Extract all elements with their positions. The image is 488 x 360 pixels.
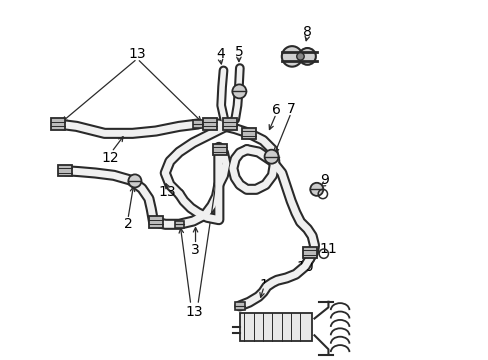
Text: 10: 10 bbox=[296, 260, 313, 274]
Bar bbox=[213, 144, 227, 155]
Bar bbox=[302, 247, 316, 258]
Text: 13: 13 bbox=[128, 47, 146, 61]
Bar bbox=[174, 221, 183, 228]
Text: 8: 8 bbox=[303, 25, 311, 39]
Bar bbox=[239, 313, 311, 341]
Text: 2: 2 bbox=[123, 217, 132, 231]
Text: 13: 13 bbox=[185, 305, 203, 319]
Circle shape bbox=[128, 174, 141, 188]
Circle shape bbox=[296, 53, 304, 60]
Text: 3: 3 bbox=[191, 243, 200, 257]
Text: 12: 12 bbox=[101, 150, 119, 165]
Circle shape bbox=[264, 150, 278, 164]
Bar bbox=[234, 302, 244, 310]
Text: 11: 11 bbox=[319, 242, 337, 256]
Circle shape bbox=[309, 183, 323, 196]
Bar bbox=[58, 165, 72, 176]
Text: 4: 4 bbox=[215, 47, 224, 61]
Text: 5: 5 bbox=[234, 45, 243, 59]
Text: 13: 13 bbox=[158, 185, 176, 199]
Text: 1: 1 bbox=[259, 278, 268, 292]
Text: 7: 7 bbox=[286, 102, 295, 116]
Circle shape bbox=[299, 48, 315, 65]
Text: 9: 9 bbox=[320, 173, 328, 187]
Circle shape bbox=[281, 46, 302, 67]
Bar bbox=[222, 118, 236, 130]
Bar bbox=[192, 120, 203, 128]
Bar bbox=[202, 118, 216, 130]
Bar bbox=[242, 128, 256, 139]
Text: 6: 6 bbox=[271, 103, 280, 117]
Bar bbox=[51, 118, 65, 130]
Bar bbox=[148, 216, 163, 228]
Circle shape bbox=[232, 84, 246, 98]
